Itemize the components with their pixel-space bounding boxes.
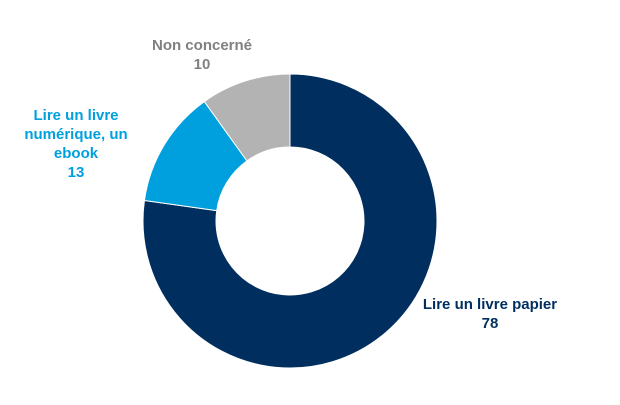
slice-not-concerned	[203, 73, 291, 162]
slice-value-paper-book: 78	[481, 315, 499, 332]
slice-label-ebook-line-3: ebook	[53, 145, 99, 162]
slice-paper-book	[142, 73, 438, 369]
slice-label-paper-book-line-1: Lire un livre papier	[422, 296, 558, 313]
slice-label-ebook-line-1: Lire un livre	[33, 107, 119, 124]
slice-value-ebook: 13	[67, 164, 85, 181]
slice-label-paper-book: Lire un livre papier 78	[410, 295, 570, 333]
slice-label-not-concerned-line-1: Non concerné	[151, 37, 253, 54]
slice-label-ebook: Lire un livre numérique, un ebook 13	[14, 106, 138, 182]
slice-label-not-concerned: Non concerné 10	[140, 36, 264, 74]
slice-label-ebook-line-2: numérique, un	[24, 126, 128, 143]
slice-value-not-concerned: 10	[193, 56, 211, 73]
